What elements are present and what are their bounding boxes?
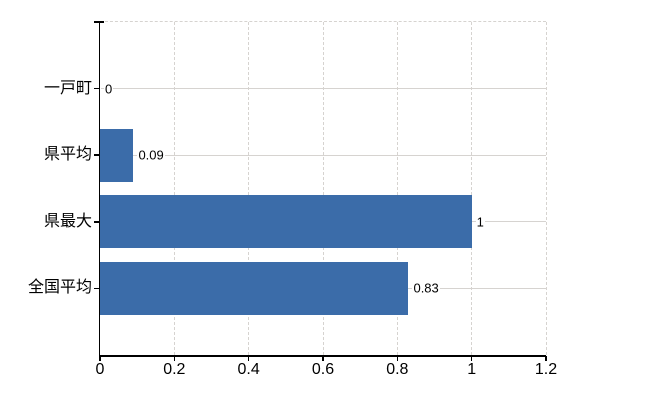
x-tick <box>396 356 399 361</box>
bar <box>100 195 472 249</box>
category-label: 県最大 <box>43 212 92 230</box>
bar-value-label: 1 <box>475 214 485 230</box>
x-tick <box>173 356 176 361</box>
plot-top-border <box>100 21 546 22</box>
x-tick-label: 1.2 <box>534 361 558 378</box>
bar-value-label: 0.09 <box>137 147 165 163</box>
y-tick <box>94 221 100 223</box>
category-label: 全国平均 <box>27 279 92 297</box>
x-tick <box>247 356 250 361</box>
gridline-horizontal <box>101 154 546 156</box>
category-label: 一戸町 <box>43 79 92 97</box>
x-tick <box>322 356 324 361</box>
gridline-vertical <box>248 22 250 355</box>
x-tick-label: 0.8 <box>386 361 409 378</box>
x-tick-label: 0.6 <box>311 361 335 378</box>
y-axis <box>98 22 100 357</box>
y-tick <box>94 287 100 290</box>
plot-right-border <box>545 22 547 355</box>
bar <box>100 128 134 182</box>
y-tick <box>94 154 100 156</box>
x-tick-label: 0.4 <box>237 361 260 378</box>
x-tick <box>470 356 473 361</box>
gridline-horizontal <box>101 88 546 90</box>
y-axis-top-tick <box>94 21 104 23</box>
x-tick-label: 1 <box>467 361 477 378</box>
x-tick <box>99 356 101 361</box>
gridline-vertical <box>471 22 473 355</box>
bar-value-label: 0 <box>104 81 114 97</box>
x-tick-label: 0.2 <box>163 361 186 378</box>
category-label: 県平均 <box>43 146 92 164</box>
x-tick-label: 0 <box>95 361 105 378</box>
gridline-vertical <box>396 22 398 355</box>
y-tick <box>94 87 100 90</box>
x-tick <box>545 356 547 361</box>
gridline-vertical <box>322 22 324 355</box>
x-axis <box>98 355 546 357</box>
bar-value-label: 0.83 <box>412 280 440 296</box>
bar <box>100 261 409 315</box>
gridline-vertical <box>173 22 175 355</box>
